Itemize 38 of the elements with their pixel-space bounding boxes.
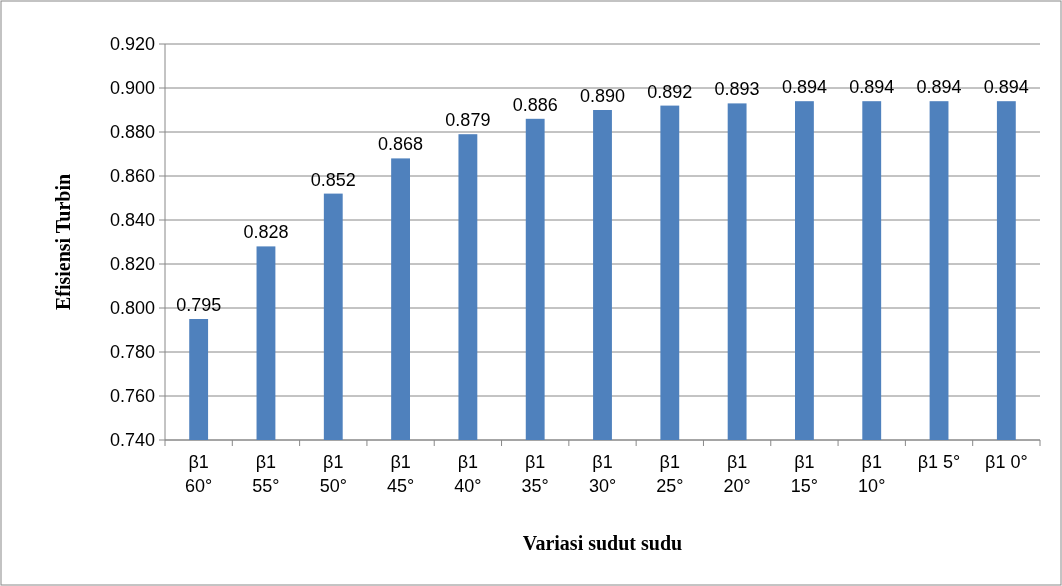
data-label: 0.879	[445, 110, 491, 131]
x-tick-label: β1 50°	[319, 452, 347, 496]
data-label: 0.795	[176, 295, 222, 315]
data-label: 0.894	[983, 77, 1029, 98]
x-tick-label: β1 60°	[185, 452, 213, 496]
y-tick-label: 0.760	[109, 386, 155, 407]
y-tick-label: 0.780	[109, 342, 155, 363]
y-tick-label: 0.860	[109, 166, 155, 187]
y-tick-label: 0.840	[109, 210, 155, 231]
y-tick-label: 0.880	[109, 122, 155, 143]
x-tick-label: β1 15°	[790, 452, 819, 496]
data-label: 0.886	[512, 94, 558, 115]
y-tick-label: 0.740	[109, 430, 155, 451]
x-tick-label: β1 5°	[917, 452, 961, 472]
data-label: 0.894	[916, 77, 962, 98]
y-tick-label: 0.800	[109, 298, 155, 319]
x-tick-label: β1 30°	[588, 452, 617, 496]
data-label: 0.894	[781, 77, 827, 98]
data-label: 0.894	[849, 77, 895, 98]
x-tick-label: β1 25°	[656, 452, 684, 496]
y-tick-label: 0.820	[109, 254, 155, 275]
x-tick-label: β1 45°	[386, 452, 415, 496]
data-label: 0.893	[714, 79, 760, 100]
x-tick-label: β1 55°	[252, 452, 280, 496]
x-tick-label: β1 40°	[454, 452, 482, 496]
x-tick-label: β1 20°	[723, 452, 751, 496]
x-tick-label: β1 35°	[521, 452, 549, 496]
data-label: 0.852	[310, 169, 356, 190]
y-tick-label: 0.900	[109, 78, 155, 99]
y-axis-title: Efisiensi Turbin	[52, 173, 74, 311]
x-axis-title: Variasi sudut sudu	[522, 532, 683, 554]
data-label: 0.828	[243, 222, 289, 243]
y-tick-label: 0.920	[109, 34, 155, 55]
data-label: 0.868	[378, 134, 424, 155]
x-tick-label: β1 10°	[858, 452, 886, 496]
data-label: 0.890	[579, 86, 626, 106]
x-tick-label: β1 0°	[985, 452, 1028, 472]
data-label: 0.892	[647, 81, 693, 102]
